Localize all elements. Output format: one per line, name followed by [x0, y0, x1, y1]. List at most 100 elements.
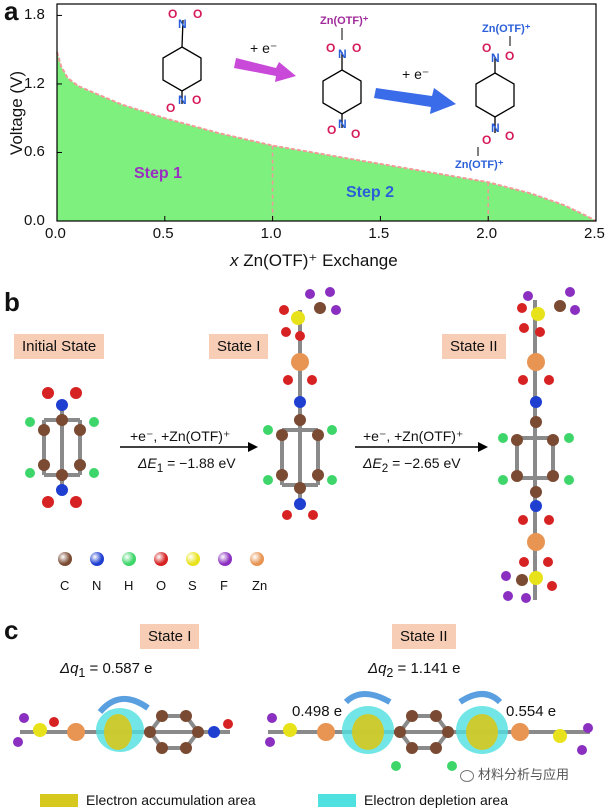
legend-atom-label: C [60, 578, 70, 593]
atom-n: N [338, 117, 347, 131]
state2-molecule [515, 300, 555, 600]
atom-o: O [505, 49, 514, 63]
charge-transfer-arrow-3 [458, 691, 503, 705]
state-2-tag: State II [442, 334, 506, 359]
nitro-molecule-1 [162, 19, 202, 104]
arrowhead [248, 442, 258, 452]
legend-atom-h-icon [122, 552, 136, 566]
x-tick-label: 2.0 [476, 225, 498, 242]
step1-label: Step 1 [134, 165, 183, 182]
molecular-structures [25, 287, 580, 603]
x-tick-label: 0.0 [45, 225, 66, 242]
legend-atom-label: S [188, 578, 197, 593]
initial-atoms [25, 387, 99, 508]
legend-atom-c-icon [58, 552, 72, 566]
reaction-2-conditions: +e⁻, +Zn(OTF)⁺ [363, 428, 464, 444]
accumulation-swatch [40, 794, 78, 807]
nitro-molecule-3 [475, 57, 515, 133]
atom-n: N [491, 121, 500, 135]
delta-q1: Δq1 = 0.587 e [60, 660, 153, 680]
delta-q1-subscript: 1 [78, 666, 86, 680]
reaction-arrow-1 [234, 58, 296, 82]
zn-otf-label-2a: Zn(OTF)⁺ [482, 23, 531, 35]
x-axis-variable: x [230, 251, 239, 270]
depletion-label: Electron depletion area [364, 792, 508, 808]
delta-q2-symbol: Δq [368, 660, 387, 677]
delta-e2-subscript: 2 [381, 461, 389, 475]
arrowhead [478, 442, 488, 452]
atom-o: O [192, 93, 201, 107]
x-tick-label: 0.5 [152, 225, 174, 242]
reaction-arrow-1-label: + e⁻ [250, 40, 278, 56]
delta-q2-subscript: 2 [386, 666, 394, 680]
depletion-swatch [318, 794, 356, 807]
delta-q1-symbol: Δq [60, 660, 79, 677]
atom-n: N [178, 93, 187, 107]
state2-atoms [498, 287, 580, 603]
y-tick-label: 1.8 [24, 6, 45, 24]
atom-o: O [166, 101, 175, 115]
atom-o: O [505, 129, 514, 143]
nitro-molecule-2 [322, 52, 362, 128]
plot-frame [56, 3, 597, 222]
reaction-arrow-2 [374, 88, 456, 114]
atom-o: O [482, 41, 491, 55]
x-tick-label: 1.0 [260, 225, 282, 242]
atom-o: O [351, 127, 360, 141]
delta-e2-symbol: ΔE [363, 455, 382, 471]
voltage-curve [56, 51, 597, 222]
atom-o: O [193, 7, 202, 21]
atom-o: O [168, 7, 177, 21]
legend-atom-s-icon [186, 552, 200, 566]
y-tick-marks [57, 14, 62, 222]
legend-atom-n-icon [90, 552, 104, 566]
delta-q2-value: = 1.141 e [393, 660, 461, 677]
legend-atom-label: H [124, 578, 134, 593]
state1-charge-structure [13, 708, 233, 754]
legend-atom-label: O [156, 578, 167, 593]
watermark-text: 材料分析与应用 [478, 767, 570, 782]
reaction-2-energy: ΔE2 = −2.65 eV [363, 455, 461, 475]
right-charge-value: 0.554 e [506, 703, 557, 720]
y-axis-title: Voltage (V) [7, 70, 26, 156]
reaction-1-energy: ΔE1 = −1.88 eV [138, 455, 236, 475]
atom-n: N [338, 47, 347, 61]
zn-otf-label-2b: Zn(OTF)⁺ [455, 159, 504, 171]
reaction-arrow-2-label: + e⁻ [402, 66, 430, 82]
x-axis-title-text: Zn(OTF)⁺ Exchange [238, 251, 398, 270]
legend-atom-o-icon [154, 552, 168, 566]
delta-q1-value: = 0.587 e [85, 660, 153, 677]
atom-n: N [178, 17, 187, 31]
x-axis-title: x Zn(OTF)⁺ Exchange [230, 251, 398, 271]
accumulation-label: Electron accumulation area [86, 792, 256, 808]
atom-o: O [352, 41, 361, 55]
zn-otf-label-1: Zn(OTF)⁺ [320, 15, 369, 27]
legend-atom-zn-icon [250, 552, 264, 566]
legend-atom-label: Zn [252, 578, 268, 593]
atom-n: N [491, 51, 500, 65]
legend-atom-f-icon [218, 552, 232, 566]
voltage-chart: O N O O N O O N O O N O O N O O N O [56, 3, 597, 222]
delta-q2: Δq2 = 1.141 e [368, 660, 461, 680]
panel-a-label: a [4, 0, 19, 26]
left-charge-value: 0.498 e [292, 703, 343, 720]
x-tick-label: 2.5 [584, 225, 605, 242]
step2-label: Step 2 [346, 184, 395, 201]
state-1-tag: State I [209, 334, 269, 359]
state-2-tag-c: State II [392, 624, 456, 649]
panel-c-label: c [4, 615, 19, 645]
delta-e2-value: = −2.65 eV [388, 455, 461, 471]
charge-transfer-arrow-1 [97, 696, 150, 715]
watermark-icon [460, 769, 474, 782]
atom-o: O [482, 133, 491, 147]
x-tick-marks [56, 216, 597, 221]
initial-state-tag: Initial State [14, 334, 105, 359]
element-legend: C N H O S F Zn [52, 552, 282, 593]
y-tick-label: 0.0 [24, 212, 45, 229]
delta-e1-value: = −1.88 eV [163, 455, 236, 471]
x-tick-label: 1.5 [368, 225, 390, 242]
legend-atom-label: F [220, 578, 228, 593]
y-tick-label: 1.2 [24, 74, 45, 92]
state2-charge-structure [265, 706, 593, 771]
state-1-tag-c: State I [140, 624, 200, 649]
